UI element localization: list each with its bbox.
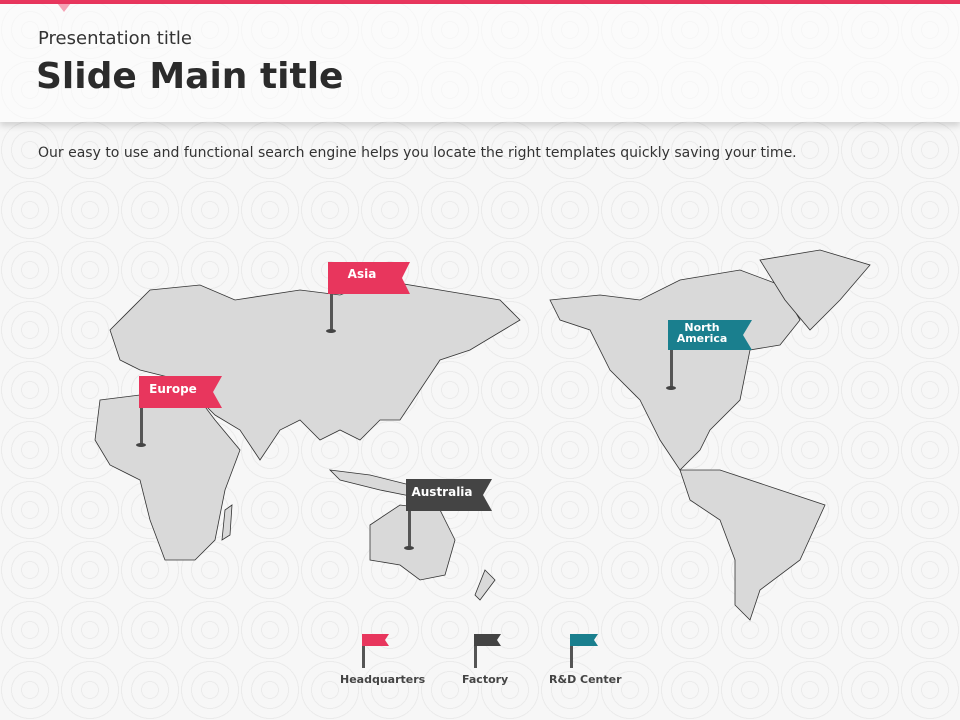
description: Our easy to use and functional search en… <box>38 145 797 161</box>
presentation-title: Presentation title <box>38 28 192 49</box>
marker-asia[interactable] <box>326 262 410 333</box>
header <box>0 4 960 122</box>
marker-australia[interactable] <box>404 479 492 550</box>
marker-label-australia: Australia <box>411 485 473 499</box>
top-accent-bar <box>0 0 960 4</box>
marker-label-asia: Asia <box>347 267 377 281</box>
legend-rnd-center: R&D Center <box>549 673 622 686</box>
legend-factory: Factory <box>462 673 509 686</box>
legend-headquarters: Headquarters <box>340 673 426 686</box>
marker-europe[interactable] <box>136 376 222 447</box>
madagascar <box>221 504 233 541</box>
slide-main-title: Slide Main title <box>36 56 344 97</box>
marker-north-america[interactable] <box>666 320 752 390</box>
legend-flags <box>362 634 598 668</box>
marker-label-europe: Europe <box>149 382 197 396</box>
new-zealand <box>474 569 496 601</box>
eurasia <box>109 279 521 461</box>
greenland <box>759 249 871 331</box>
marker-label-north-america: North America <box>676 321 728 345</box>
south-america <box>679 469 826 621</box>
